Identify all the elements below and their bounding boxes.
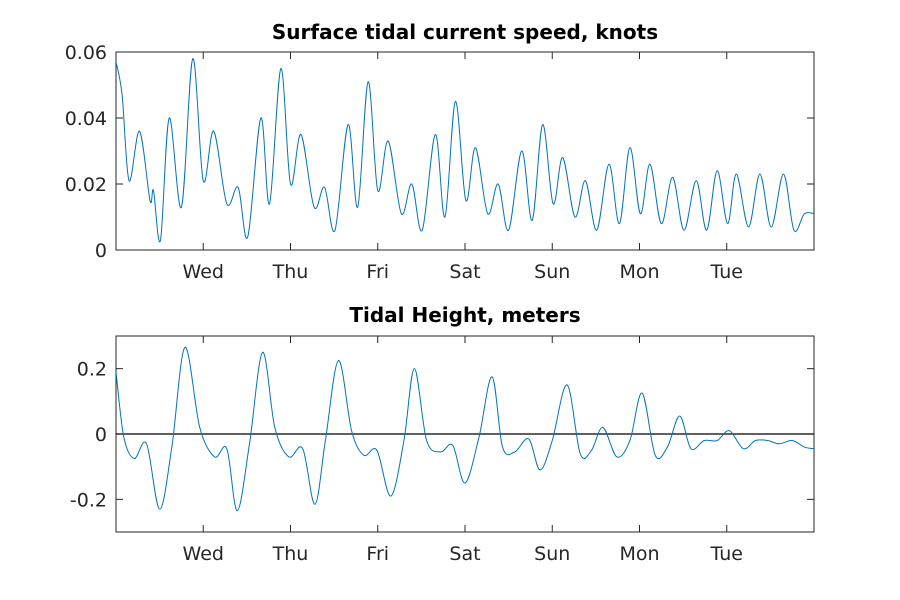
speed-ytick-label: 0 <box>95 240 107 262</box>
tidal-height-panel: Tidal Height, meters -0.2 0 0.2 Wed Thu Fri Sa… <box>70 303 815 565</box>
speed-xtick-label: Mon <box>619 261 659 283</box>
speed-xtick-label: Fri <box>366 261 389 283</box>
speed-xtick-label: Sun <box>534 261 570 283</box>
speed-xtick-label: Tue <box>710 261 743 283</box>
speed-xtick-label: Wed <box>183 261 224 283</box>
speed-xtick-label: Thu <box>272 261 309 283</box>
speed-series-line <box>116 58 814 243</box>
height-xtick-label: Mon <box>619 543 659 565</box>
height-xtick-label: Wed <box>183 543 224 565</box>
height-ytick-label: -0.2 <box>70 489 107 511</box>
height-xtick-label: Thu <box>272 543 309 565</box>
height-xtick-label: Fri <box>366 543 389 565</box>
height-xtick-label: Sun <box>534 543 570 565</box>
height-ytick-label: 0 <box>95 424 107 446</box>
height-xtick-label: Sat <box>449 543 480 565</box>
speed-axes-box <box>115 51 815 251</box>
speed-ytick-label: 0.02 <box>65 174 107 196</box>
tidal-height-title: Tidal Height, meters <box>349 303 580 327</box>
speed-ytick-label: 0.04 <box>65 108 107 130</box>
speed-ytick-label: 0.06 <box>65 42 107 64</box>
current-speed-title: Surface tidal current speed, knots <box>272 20 658 44</box>
height-series-line <box>116 346 814 512</box>
speed-xtick-label: Sat <box>449 261 480 283</box>
height-xtick-label: Tue <box>710 543 743 565</box>
height-ytick-label: 0.2 <box>77 359 107 381</box>
current-speed-panel: Surface tidal current speed, knots 0 0.02… <box>65 20 815 283</box>
